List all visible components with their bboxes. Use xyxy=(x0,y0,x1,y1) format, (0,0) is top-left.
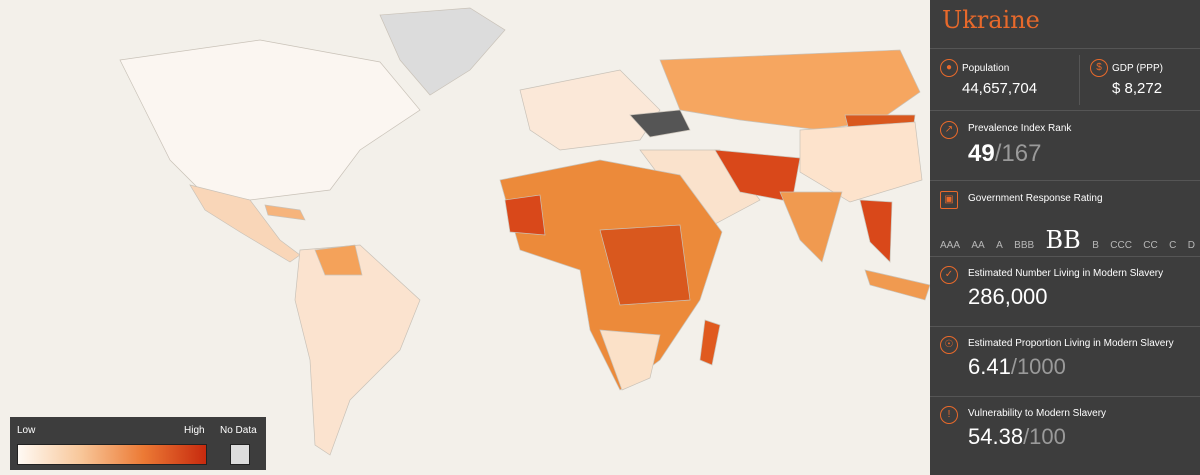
gdp-value: $ 8,272 xyxy=(1112,80,1163,97)
central-africa xyxy=(599,224,691,306)
separator xyxy=(930,110,1200,111)
rating: AA xyxy=(971,240,985,251)
rating: AAA xyxy=(940,240,961,251)
myanmar xyxy=(859,199,893,263)
rating: C xyxy=(1169,240,1177,251)
rating: CC xyxy=(1143,240,1158,251)
population-icon: ● xyxy=(940,59,958,77)
mauritania xyxy=(504,194,546,236)
color-scale xyxy=(17,444,207,465)
ukraine xyxy=(629,109,691,138)
divider xyxy=(1079,55,1080,105)
number-value: 286,000 xyxy=(968,284,1048,309)
vulnerability-label: Vulnerability to Modern Slavery xyxy=(968,408,1107,419)
country-name: Ukraine xyxy=(942,6,1040,34)
country-panel: Ukraine ● Population 44,657,704 $ GDP (P… xyxy=(930,0,1200,475)
vulnerability-icon: ! xyxy=(940,406,958,424)
rating: D xyxy=(1187,240,1195,251)
gdp-icon: $ xyxy=(1090,59,1108,77)
separator xyxy=(930,48,1200,49)
gdp-label: GDP (PPP) xyxy=(1112,63,1163,74)
rank-total: /167 xyxy=(994,140,1042,167)
southern-africa xyxy=(599,329,661,391)
europe xyxy=(519,69,661,151)
proportion-icon: ☉ xyxy=(940,336,958,354)
madagascar xyxy=(699,319,721,366)
mexico xyxy=(189,184,301,263)
number-label: Estimated Number Living in Modern Slaver… xyxy=(968,268,1164,279)
rank-label: Prevalence Index Rank xyxy=(968,123,1072,134)
rating: B xyxy=(1092,240,1099,251)
separator xyxy=(930,256,1200,257)
population-label: Population xyxy=(962,63,1010,74)
indonesia xyxy=(864,269,930,301)
china xyxy=(799,121,923,203)
north-america xyxy=(119,39,421,201)
government-label: Government Response Rating xyxy=(968,193,1103,204)
separator xyxy=(930,180,1200,181)
number-icon: ✓ xyxy=(940,266,958,284)
rating-scale: AAA AA A BBB BB B CCC CC C D xyxy=(940,226,1195,254)
venezuela xyxy=(314,244,363,276)
legend: Low High No Data xyxy=(10,417,266,470)
africa xyxy=(499,159,723,391)
no-data-swatch xyxy=(230,444,250,465)
caribbean xyxy=(264,204,306,221)
legend-low: Low xyxy=(17,425,36,436)
proportion-total: /1000 xyxy=(1010,354,1066,379)
rating: A xyxy=(996,240,1003,251)
population-value: 44,657,704 xyxy=(962,80,1038,97)
rank-value: 49 xyxy=(968,140,995,167)
greenland xyxy=(379,7,506,96)
separator xyxy=(930,396,1200,397)
current-rating: BB xyxy=(1045,226,1081,254)
rank-icon: ↗ xyxy=(940,121,958,139)
legend-no-data: No Data xyxy=(220,425,257,436)
vulnerability-value: 54.38 xyxy=(968,424,1024,449)
rating: CCC xyxy=(1110,240,1132,251)
india xyxy=(779,191,843,263)
world-map xyxy=(119,7,930,456)
rating: BBB xyxy=(1014,240,1035,251)
south-america xyxy=(294,244,421,456)
government-icon: ▣ xyxy=(940,191,958,209)
legend-high: High xyxy=(184,425,205,436)
proportion-value: 6.41 xyxy=(968,354,1011,379)
separator xyxy=(930,326,1200,327)
vulnerability-total: /100 xyxy=(1023,424,1066,449)
proportion-label: Estimated Proportion Living in Modern Sl… xyxy=(968,338,1174,349)
